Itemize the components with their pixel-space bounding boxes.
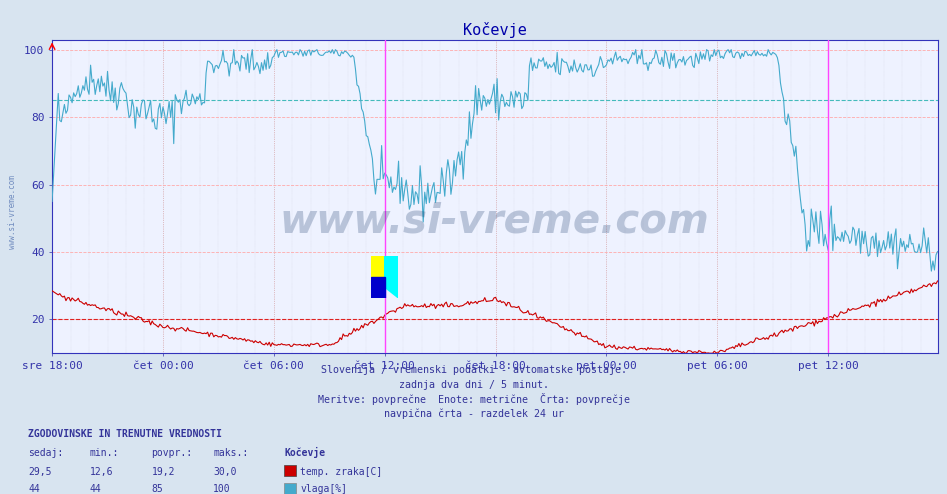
Text: 44: 44 [28, 484, 40, 494]
Text: ZGODOVINSKE IN TRENUTNE VREDNOSTI: ZGODOVINSKE IN TRENUTNE VREDNOSTI [28, 429, 223, 439]
Text: 85: 85 [152, 484, 163, 494]
Text: Meritve: povprečne  Enote: metrične  Črta: povprečje: Meritve: povprečne Enote: metrične Črta:… [317, 393, 630, 405]
Text: min.:: min.: [90, 448, 119, 458]
Title: Kočevje: Kočevje [463, 22, 527, 39]
Text: www.si-vreme.com: www.si-vreme.com [8, 175, 17, 249]
Text: maks.:: maks.: [213, 448, 248, 458]
Polygon shape [371, 277, 384, 297]
Text: 19,2: 19,2 [152, 467, 175, 477]
Text: 29,5: 29,5 [28, 467, 52, 477]
Text: www.si-vreme.com: www.si-vreme.com [280, 202, 709, 242]
Text: povpr.:: povpr.: [152, 448, 192, 458]
Bar [371, 256, 384, 277]
Text: zadnja dva dni / 5 minut.: zadnja dva dni / 5 minut. [399, 380, 548, 390]
Text: 100: 100 [213, 484, 231, 494]
Text: 12,6: 12,6 [90, 467, 114, 477]
Text: navpična črta - razdelek 24 ur: navpična črta - razdelek 24 ur [384, 409, 563, 419]
Text: temp. zraka[C]: temp. zraka[C] [300, 467, 383, 477]
Polygon shape [384, 256, 398, 297]
Text: Kočevje: Kočevje [284, 447, 325, 458]
Text: 44: 44 [90, 484, 101, 494]
Text: sedaj:: sedaj: [28, 448, 63, 458]
Text: 30,0: 30,0 [213, 467, 237, 477]
Text: Slovenija / vremenski podatki - avtomatske postaje.: Slovenija / vremenski podatki - avtomats… [320, 365, 627, 375]
Text: vlaga[%]: vlaga[%] [300, 484, 348, 494]
